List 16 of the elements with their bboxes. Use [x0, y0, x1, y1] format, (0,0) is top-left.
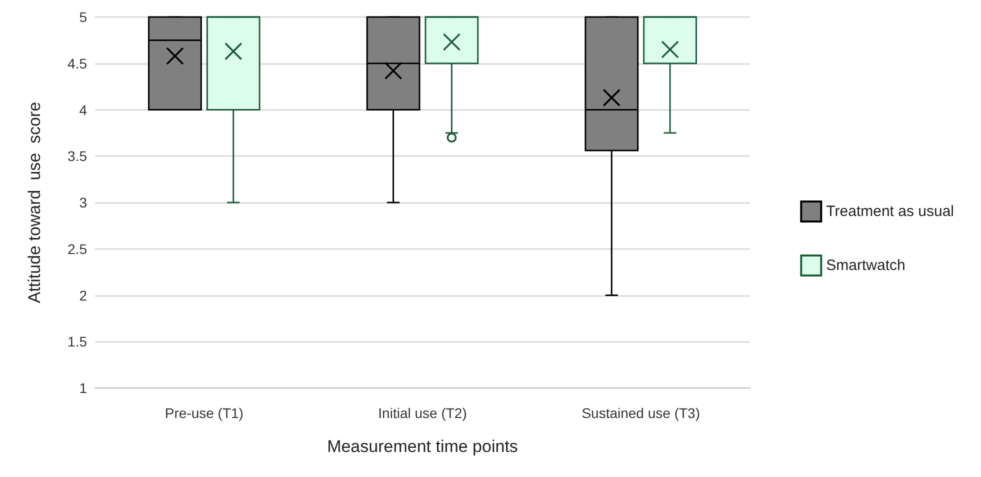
x-tick-label: Initial use (T2) [378, 405, 467, 421]
y-tick-label: 3.5 [68, 148, 88, 164]
y-axis-title: Attitude toward use score [25, 102, 44, 304]
legend-label: Smartwatch [826, 257, 906, 274]
y-tick-label: 4 [79, 102, 88, 118]
y-tick-label: 5 [79, 9, 88, 25]
y-tick-label: 2 [79, 287, 88, 304]
y-tick-label: 3 [79, 194, 88, 210]
y-tick-label: 2.5 [68, 240, 88, 257]
y-tick-label: 1 [79, 380, 88, 396]
y-tick-label: 1.5 [68, 334, 88, 350]
x-tick-label: Sustained use (T3) [582, 405, 700, 421]
legend-label: Treatment as usual [826, 203, 954, 220]
x-axis-title: Measurement time points [327, 437, 518, 456]
x-tick-label: Pre-use (T1) [164, 405, 244, 421]
y-tick-label: 4.5 [68, 55, 88, 72]
